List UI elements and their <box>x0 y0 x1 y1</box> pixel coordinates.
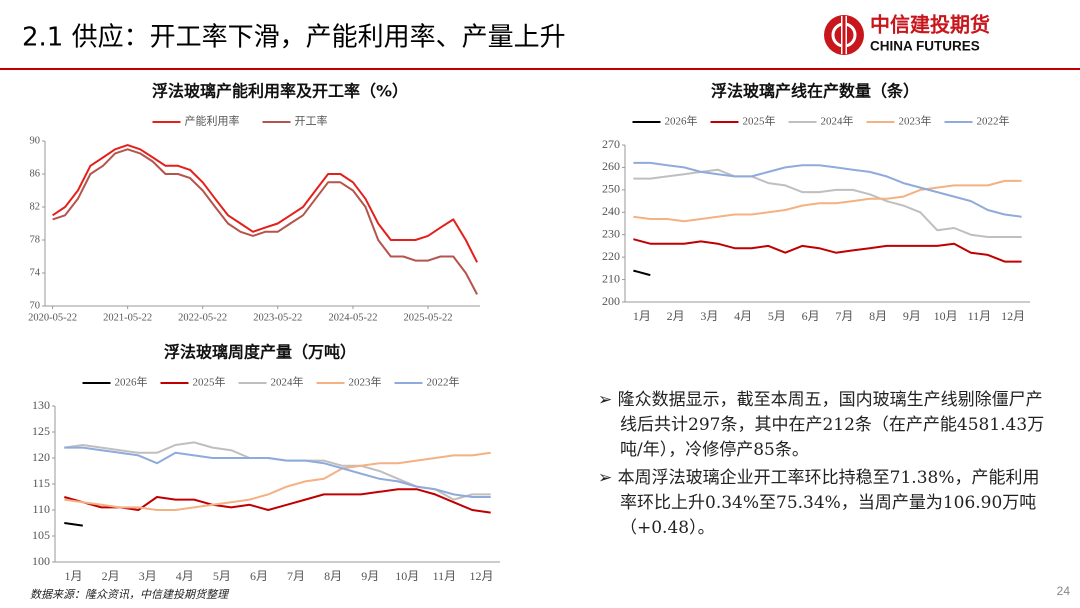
legend-label: 2025年 <box>193 375 226 389</box>
y-tick-label: 130 <box>32 398 50 412</box>
legend-label: 2026年 <box>665 114 698 128</box>
series-line <box>64 451 491 511</box>
x-tick-label: 2023-05-22 <box>253 312 302 323</box>
series-line <box>633 179 1022 223</box>
y-tick-label: 120 <box>32 450 50 464</box>
page-number: 24 <box>1057 584 1071 598</box>
x-tick-label: 8月 <box>324 569 342 583</box>
chart-title: 浮法玻璃产能利用率及开工率（%） <box>152 82 408 101</box>
legend-label: 2026年 <box>115 375 148 389</box>
x-tick-label: 5月 <box>213 569 231 583</box>
y-tick-label: 78 <box>30 234 41 245</box>
bullets: ➢ 隆众数据显示，截至本周五，国内玻璃生产线剔除僵尸产线后共计297条，其中在产… <box>598 388 1048 544</box>
x-tick-label: 3月 <box>139 569 157 583</box>
series-line <box>52 144 478 263</box>
x-tick-label: 7月 <box>287 569 305 583</box>
y-tick-label: 70 <box>30 300 41 311</box>
slide-title: 2.1 供应：开工率下滑，产能利用率、产量上升 <box>22 23 566 53</box>
legend-label: 开工率 <box>295 114 328 128</box>
y-tick-label: 210 <box>602 271 620 285</box>
y-tick-label: 125 <box>32 424 50 438</box>
x-tick-label: 3月 <box>700 309 718 323</box>
x-tick-label: 1月 <box>65 569 83 583</box>
y-tick-label: 86 <box>30 168 41 179</box>
series-line <box>633 168 1022 238</box>
legend-label: 2022年 <box>427 375 460 389</box>
legend-label: 2024年 <box>821 114 854 128</box>
logo-cn: 中信建投期货 <box>870 13 990 37</box>
x-tick-label: 12月 <box>1001 309 1025 323</box>
x-tick-label: 2025-05-22 <box>403 312 452 323</box>
y-tick-label: 200 <box>602 294 620 308</box>
y-tick-label: 230 <box>602 226 620 240</box>
x-tick-label: 2024-05-22 <box>328 312 377 323</box>
legend-label: 2022年 <box>977 114 1010 128</box>
y-tick-label: 100 <box>32 554 50 568</box>
x-tick-label: 11月 <box>968 309 992 323</box>
series-line <box>633 161 1022 218</box>
x-tick-label: 9月 <box>361 569 379 583</box>
x-tick-label: 2022-05-22 <box>178 312 227 323</box>
chart-title: 浮法玻璃产线在产数量（条） <box>711 82 919 101</box>
series-line <box>64 446 491 498</box>
legend-label: 2025年 <box>743 114 776 128</box>
x-tick-label: 2021-05-22 <box>103 312 152 323</box>
x-tick-label: 11月 <box>433 569 457 583</box>
y-tick-label: 90 <box>30 135 41 146</box>
x-tick-label: 2月 <box>102 569 120 583</box>
y-tick-label: 74 <box>30 267 41 278</box>
x-tick-label: 12月 <box>469 569 493 583</box>
logo-en: CHINA FUTURES <box>870 39 980 54</box>
x-tick-label: 4月 <box>176 569 194 583</box>
y-tick-label: 105 <box>32 528 50 542</box>
legend-label: 产能利用率 <box>185 114 240 128</box>
series-line <box>64 488 491 514</box>
series-line <box>633 238 1022 263</box>
x-tick-label: 5月 <box>768 309 786 323</box>
y-tick-label: 220 <box>602 249 620 263</box>
x-tick-label: 7月 <box>835 309 853 323</box>
series-line <box>633 269 651 277</box>
x-tick-label: 6月 <box>250 569 268 583</box>
x-tick-label: 2020-05-22 <box>28 312 77 323</box>
series-line <box>64 522 83 527</box>
y-tick-label: 260 <box>602 159 620 173</box>
y-tick-label: 115 <box>32 476 50 490</box>
y-tick-label: 110 <box>32 502 50 516</box>
legend-label: 2023年 <box>899 114 932 128</box>
x-tick-label: 9月 <box>903 309 921 323</box>
x-tick-label: 10月 <box>934 309 958 323</box>
y-tick-label: 250 <box>602 182 620 196</box>
legend-label: 2023年 <box>349 375 382 389</box>
y-tick-label: 240 <box>602 204 620 218</box>
bullet: ➢ 本周浮法玻璃企业开工率环比持稳至71.38%，产能利用率环比上升0.34%至… <box>598 468 1040 538</box>
source: 数据来源：隆众资讯，中信建投期货整理 <box>30 588 230 601</box>
bullet-text: 隆众数据显示，截至本周五，国内玻璃生产线剔除僵尸产线后共计297条，其中在产21… <box>617 390 1045 460</box>
logo <box>824 15 864 55</box>
x-tick-label: 4月 <box>734 309 752 323</box>
x-tick-label: 1月 <box>633 309 651 323</box>
y-tick-label: 82 <box>30 201 41 212</box>
chart-title: 浮法玻璃周度产量（万吨） <box>164 343 356 362</box>
x-tick-label: 6月 <box>802 309 820 323</box>
x-tick-label: 8月 <box>869 309 887 323</box>
x-tick-label: 2月 <box>667 309 685 323</box>
bullet-text: 本周浮法玻璃企业开工率环比持稳至71.38%，产能利用率环比上升0.34%至75… <box>617 468 1040 538</box>
series-line <box>52 148 478 295</box>
legend-label: 2024年 <box>271 375 304 389</box>
x-tick-label: 10月 <box>395 569 419 583</box>
bullet: ➢ 隆众数据显示，截至本周五，国内玻璃生产线剔除僵尸产线后共计297条，其中在产… <box>598 390 1045 460</box>
y-tick-label: 270 <box>602 137 620 151</box>
